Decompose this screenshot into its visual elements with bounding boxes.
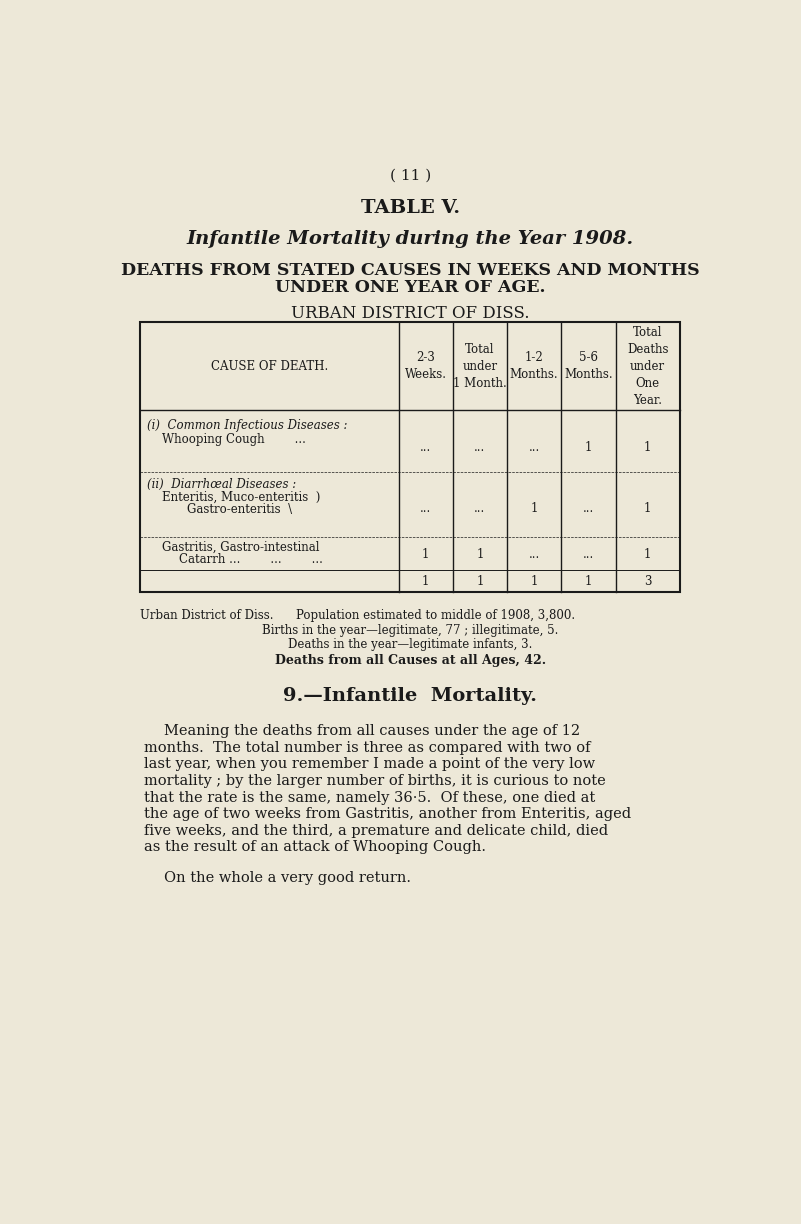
Text: 1-2
Months.: 1-2 Months. [509, 351, 558, 382]
Text: 1: 1 [644, 502, 651, 514]
Text: (i)  Common Infectious Diseases :: (i) Common Infectious Diseases : [147, 420, 347, 432]
Text: 1: 1 [530, 574, 537, 588]
Text: 1: 1 [644, 441, 651, 454]
Bar [140, 322, 680, 592]
Text: Whooping Cough        ...: Whooping Cough ... [162, 433, 306, 447]
Text: TABLE V.: TABLE V. [360, 200, 460, 217]
Text: 1: 1 [422, 574, 429, 588]
Text: 1: 1 [530, 502, 537, 514]
Text: Catarrh ...        ...        ...: Catarrh ... ... ... [179, 553, 323, 567]
Text: the age of two weeks from Gastritis, another from Enteritis, aged: the age of two weeks from Gastritis, ano… [144, 807, 631, 821]
Text: Total
under
1 Month.: Total under 1 Month. [453, 343, 507, 389]
Text: mortality ; by the larger number of births, it is curious to note: mortality ; by the larger number of birt… [144, 774, 606, 788]
Text: ...: ... [420, 441, 431, 454]
Text: 1: 1 [585, 441, 592, 454]
Text: as the result of an attack of Whooping Cough.: as the result of an attack of Whooping C… [144, 840, 486, 854]
Text: 1: 1 [422, 548, 429, 562]
Text: that the rate is the same, namely 36·5.  Of these, one died at: that the rate is the same, namely 36·5. … [144, 791, 596, 804]
Text: 1: 1 [585, 574, 592, 588]
Text: Gastritis, Gastro-intestinal: Gastritis, Gastro-intestinal [162, 541, 320, 554]
Text: 5-6
Months.: 5-6 Months. [564, 351, 613, 382]
Text: 9.—Infantile  Mortality.: 9.—Infantile Mortality. [283, 688, 537, 705]
Text: ...: ... [529, 441, 540, 454]
Text: ...: ... [420, 502, 431, 514]
Text: ...: ... [583, 548, 594, 562]
Text: Gastro-enteritis  \: Gastro-enteritis \ [187, 503, 292, 517]
Text: five weeks, and the third, a premature and delicate child, died: five weeks, and the third, a premature a… [144, 824, 609, 837]
Text: last year, when you remember I made a point of the very low: last year, when you remember I made a po… [144, 758, 595, 771]
Text: 3: 3 [644, 574, 651, 588]
Text: Deaths in the year—legitimate infants, 3.: Deaths in the year—legitimate infants, 3… [288, 638, 533, 651]
Text: DEATHS FROM STATED CAUSES IN WEEKS AND MONTHS: DEATHS FROM STATED CAUSES IN WEEKS AND M… [121, 262, 699, 279]
Text: (ii)  Diarrhœal Diseases :: (ii) Diarrhœal Diseases : [147, 479, 296, 491]
Text: 2-3
Weeks.: 2-3 Weeks. [405, 351, 447, 382]
Text: Births in the year—legitimate, 77 ; illegitimate, 5.: Births in the year—legitimate, 77 ; ille… [262, 624, 558, 638]
Text: On the whole a very good return.: On the whole a very good return. [163, 870, 411, 885]
Text: 1: 1 [476, 574, 484, 588]
Text: ...: ... [529, 548, 540, 562]
Text: Infantile Mortality during the Year 1908.: Infantile Mortality during the Year 1908… [187, 230, 634, 248]
Text: Deaths from all Causes at all Ages, 42.: Deaths from all Causes at all Ages, 42. [275, 654, 545, 667]
Text: Urban District of Diss.      Population estimated to middle of 1908, 3,800.: Urban District of Diss. Population estim… [140, 608, 576, 622]
Text: months.  The total number is three as compared with two of: months. The total number is three as com… [144, 741, 591, 755]
Text: Total
Deaths
under
One
Year.: Total Deaths under One Year. [627, 326, 668, 406]
Text: Enteritis, Muco-enteritis  ): Enteritis, Muco-enteritis ) [162, 491, 320, 504]
Text: 1: 1 [644, 548, 651, 562]
Text: URBAN DISTRICT OF DISS.: URBAN DISTRICT OF DISS. [291, 305, 529, 322]
Text: CAUSE OF DEATH.: CAUSE OF DEATH. [211, 360, 328, 373]
Text: ...: ... [474, 441, 485, 454]
Text: ...: ... [474, 502, 485, 514]
Text: ( 11 ): ( 11 ) [389, 169, 431, 182]
Text: 1: 1 [476, 548, 484, 562]
Text: Meaning the deaths from all causes under the age of 12: Meaning the deaths from all causes under… [163, 725, 580, 738]
Text: UNDER ONE YEAR OF AGE.: UNDER ONE YEAR OF AGE. [275, 279, 545, 296]
Text: ...: ... [583, 502, 594, 514]
